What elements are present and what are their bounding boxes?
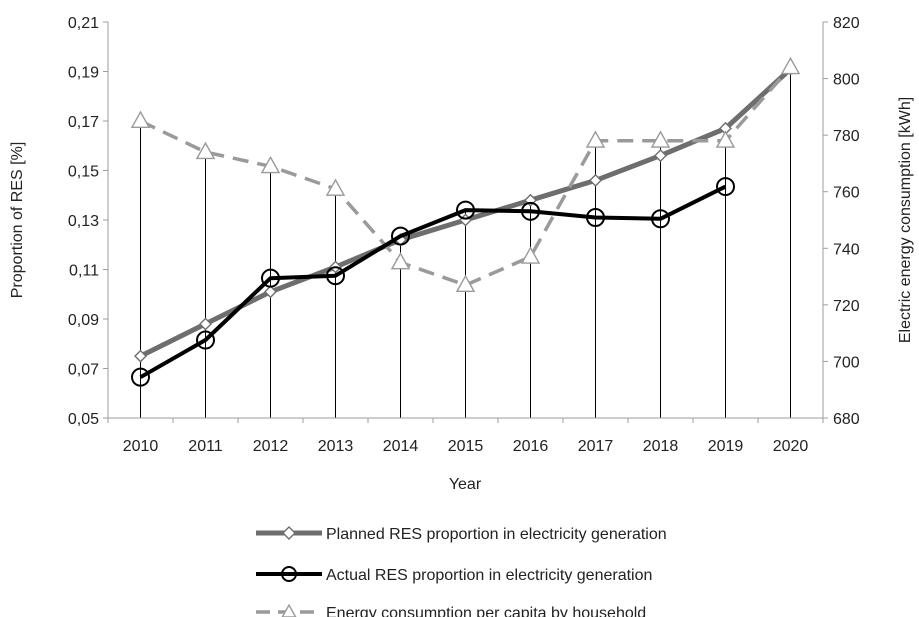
circle-marker [651, 209, 670, 229]
x-axis-title: Year [449, 476, 482, 493]
x-tick-label: 2013 [318, 438, 354, 455]
grid-lines [140, 67, 791, 418]
y-axis-right-title: Electric energy consumption [kWh] [897, 97, 914, 343]
circle-marker [521, 201, 540, 221]
triangle-marker [585, 130, 606, 148]
y-right-tick-label: 740 [833, 241, 860, 258]
triangle-marker [455, 274, 476, 293]
y-left-tick-label: 0,11 [69, 263, 99, 280]
circle-marker [716, 177, 735, 197]
y-left-tick-label: 0,15 [68, 164, 99, 181]
tick-labels: 0,05 0,07 0,09 0,11 0,13 0,15 0,17 0,19 0,21 680 7… [68, 15, 860, 455]
triangle-marker [325, 178, 346, 196]
y-right-tick-label: 820 [833, 15, 860, 32]
triangle-marker [130, 110, 151, 128]
diamond-marker [199, 317, 212, 331]
x-tick-label: 2018 [643, 438, 679, 455]
legend-label: Energy consumption per capita by househo… [326, 605, 646, 617]
y-left-tick-label: 0,05 [68, 411, 99, 428]
y-left-tick-label: 0,21 [68, 15, 99, 32]
series-line [139, 184, 727, 379]
series-layer [130, 56, 801, 387]
diamond-marker [654, 149, 667, 163]
y-right-tick-label: 680 [833, 411, 860, 428]
triangle-marker [650, 130, 671, 148]
triangle-marker [260, 155, 281, 174]
x-tick-label: 2012 [253, 438, 289, 455]
diamond-marker [589, 173, 602, 187]
y-left-tick-label: 0,13 [68, 213, 99, 230]
y-right-tick-label: 780 [833, 128, 860, 145]
circle-marker [281, 566, 297, 582]
circle-marker [586, 208, 605, 228]
x-tick-label: 2017 [578, 438, 614, 455]
x-tick-label: 2015 [448, 438, 484, 455]
x-tick-label: 2016 [513, 438, 549, 455]
triangle-marker [390, 251, 411, 270]
y-right-tick-label: 800 [833, 72, 860, 89]
y-right-tick-label: 720 [833, 298, 860, 315]
y-right-tick-label: 700 [833, 354, 860, 371]
y-left-tick-label: 0,07 [68, 362, 99, 379]
triangle-marker [780, 56, 801, 75]
diamond-marker [264, 285, 277, 299]
x-tick-label: 2011 [188, 438, 223, 455]
triangle-marker [195, 141, 216, 160]
legend-label: Planned RES proportion in electricity ge… [326, 526, 667, 543]
triangle-marker [520, 246, 541, 264]
circle-marker [456, 200, 475, 220]
triangle-marker [715, 130, 736, 148]
y-left-tick-label: 0,09 [68, 312, 99, 329]
legend-label: Actual RES proportion in electricity gen… [326, 567, 652, 584]
diamond-marker [459, 213, 472, 227]
y-left-tick-label: 0,19 [68, 65, 99, 82]
circle-marker [131, 367, 150, 387]
axes [103, 21, 828, 423]
legend: Planned RES proportion in electricity ge… [256, 526, 667, 617]
circle-marker [326, 266, 345, 286]
x-tick-label: 2019 [708, 438, 744, 455]
x-tick-label: 2014 [383, 438, 419, 455]
circle-marker [196, 330, 215, 350]
series-line [139, 66, 792, 287]
y-axis-left-title: Proportion of RES [%] [9, 142, 26, 299]
x-tick-label: 2020 [773, 438, 809, 455]
circle-marker [261, 268, 280, 288]
y-right-tick-label: 760 [833, 185, 860, 202]
circle-marker [391, 226, 410, 246]
x-tick-label: 2010 [123, 438, 159, 455]
diamond-marker [134, 349, 147, 363]
diamond-marker [282, 526, 296, 540]
y-left-tick-label: 0,17 [68, 114, 99, 131]
